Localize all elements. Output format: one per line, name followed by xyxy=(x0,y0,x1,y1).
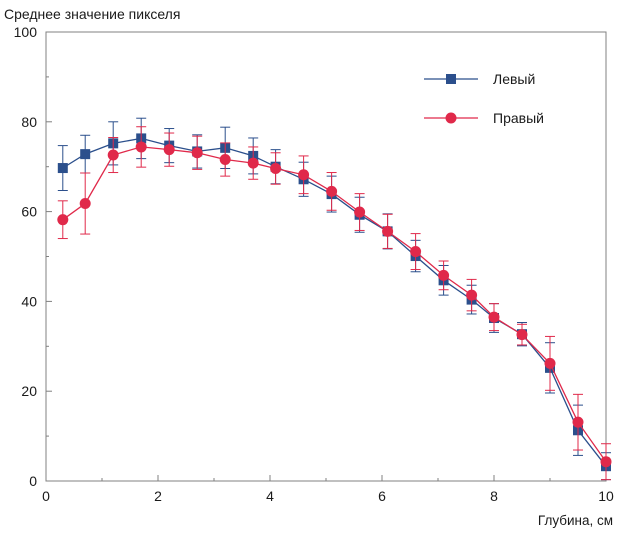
data-point xyxy=(135,141,147,153)
data-point xyxy=(354,206,366,218)
legend-item: Правый xyxy=(424,110,544,126)
chart-legend: Левый Правый xyxy=(424,71,544,126)
data-point xyxy=(298,169,310,181)
x-tick-label: 4 xyxy=(266,488,274,504)
series-layer xyxy=(57,117,612,481)
data-point xyxy=(79,198,91,210)
data-point xyxy=(516,329,528,341)
x-tick-label: 8 xyxy=(490,488,498,504)
data-point xyxy=(107,149,119,161)
x-axis-label: Глубина, см xyxy=(538,513,613,528)
data-point xyxy=(438,269,450,281)
data-point xyxy=(488,311,500,323)
y-tick-label: 0 xyxy=(29,473,37,489)
data-point xyxy=(219,154,231,166)
y-tick-label: 60 xyxy=(21,204,37,220)
data-point xyxy=(247,157,259,169)
data-point xyxy=(57,214,69,226)
data-point xyxy=(57,163,68,174)
x-tick-label: 0 xyxy=(42,488,50,504)
data-point xyxy=(572,416,584,428)
legend-marker xyxy=(445,112,457,124)
data-point xyxy=(544,357,556,369)
y-tick-label: 20 xyxy=(21,383,37,399)
x-tick-label: 2 xyxy=(154,488,162,504)
y-tick-label: 80 xyxy=(21,114,37,130)
data-point xyxy=(326,185,338,197)
data-point xyxy=(191,147,203,159)
legend-label: Левый xyxy=(493,71,535,87)
legend-item: Левый xyxy=(424,71,535,87)
data-point xyxy=(466,289,478,301)
data-point xyxy=(163,144,175,156)
plot-frame xyxy=(45,31,607,482)
data-point xyxy=(600,456,612,468)
data-point xyxy=(382,225,394,237)
series-2 xyxy=(57,126,612,481)
legend-label: Правый xyxy=(493,110,544,126)
data-point xyxy=(80,149,91,160)
legend-marker xyxy=(446,74,456,84)
y-axis-label: Среднее значение пикселя xyxy=(4,6,180,22)
data-point xyxy=(270,162,282,174)
y-tick-label: 40 xyxy=(21,293,37,309)
y-tick-label: 100 xyxy=(14,24,38,40)
x-tick-label: 6 xyxy=(378,488,386,504)
data-point xyxy=(410,246,422,258)
x-tick-label: 10 xyxy=(598,488,614,504)
